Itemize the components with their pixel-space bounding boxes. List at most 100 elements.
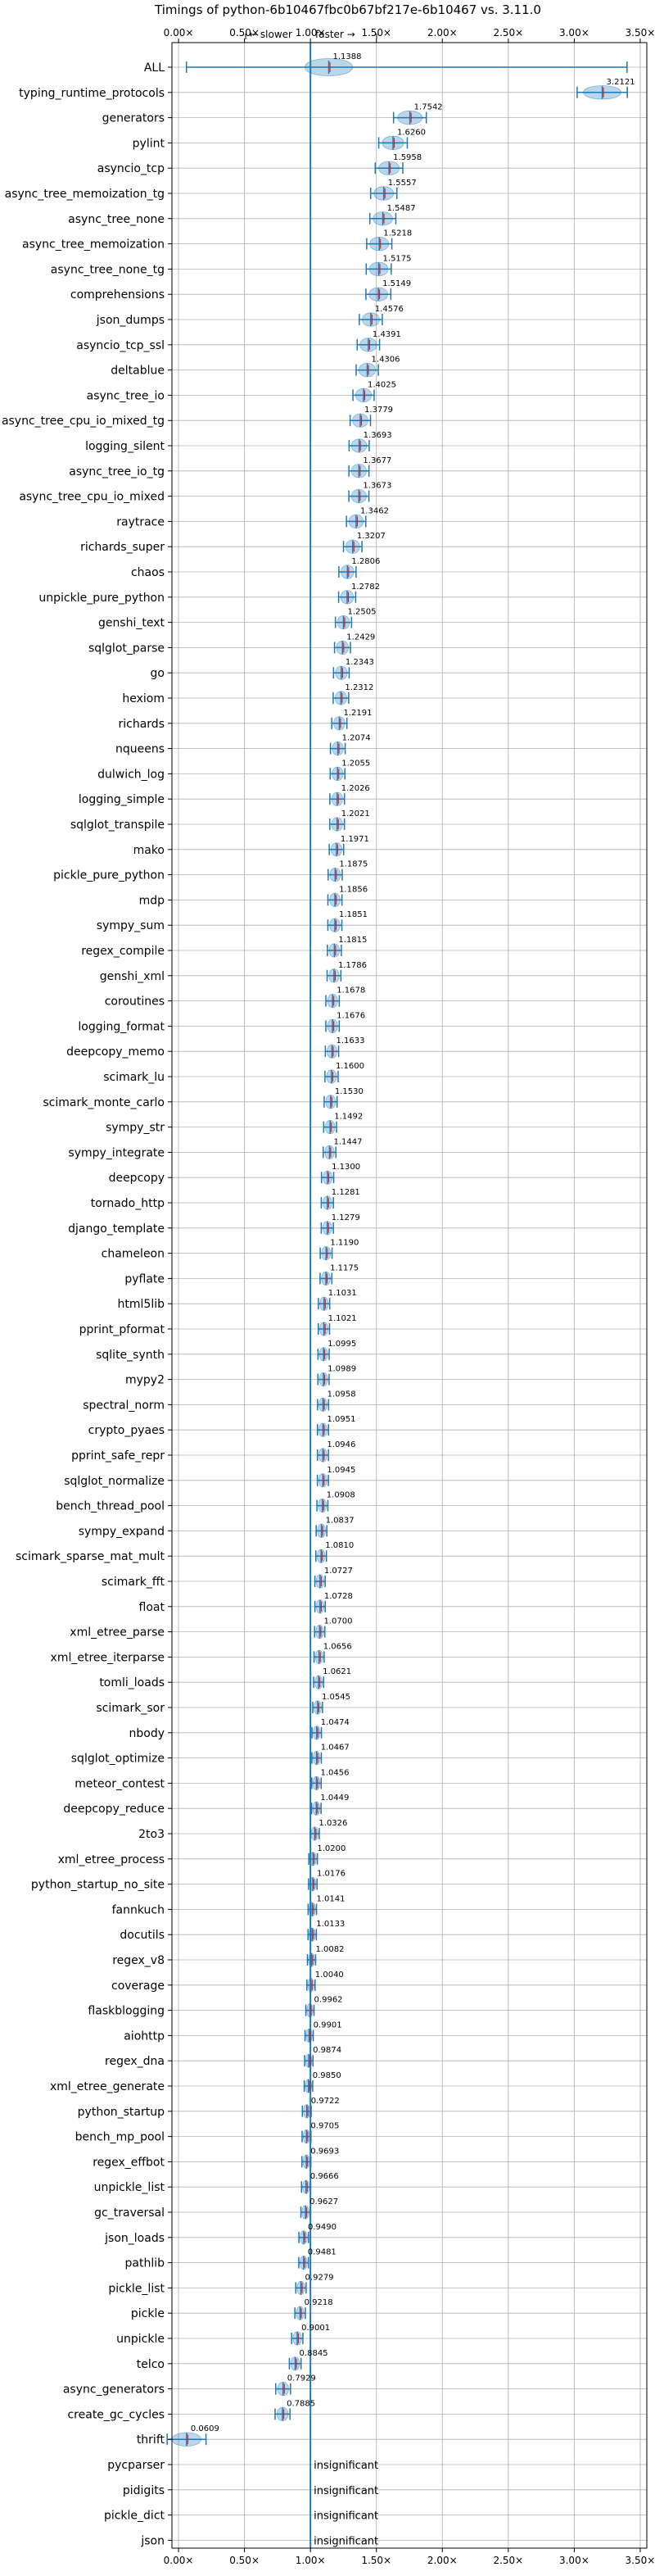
value-label: 1.1031 <box>328 1289 357 1298</box>
benchmark-label: unpickle_list <box>94 2181 165 2194</box>
x-tick-label-top: 0.00× <box>164 27 194 39</box>
benchmark-label: raytrace <box>116 515 165 528</box>
violin-mark <box>309 1826 320 1841</box>
violin-mark <box>365 287 392 302</box>
value-label: 1.1633 <box>336 1036 364 1045</box>
violin-mark <box>332 691 350 705</box>
value-label: 1.1815 <box>338 936 367 945</box>
value-label: 0.9279 <box>305 2273 334 2282</box>
benchmark-label: mako <box>133 844 165 857</box>
benchmark-label: xml_etree_parse <box>70 1626 165 1639</box>
benchmark-label: mdp <box>139 894 165 907</box>
benchmark-label: fannkuch <box>112 1903 165 1916</box>
violin-mark <box>331 716 348 731</box>
value-label: 1.0133 <box>316 1920 345 1929</box>
violin-mark <box>318 1296 331 1311</box>
x-tick-label-top: 2.00× <box>427 27 458 39</box>
value-label: 1.1447 <box>333 1137 362 1146</box>
benchmark-label: django_template <box>68 1222 165 1236</box>
violin-mark <box>298 2256 309 2270</box>
benchmark-label: chaos <box>131 566 165 579</box>
benchmark-label: async_tree_memoization_tg <box>5 188 165 201</box>
violin-mark <box>301 2104 312 2119</box>
benchmark-label: unpickle_pure_python <box>38 592 165 605</box>
benchmark-label: regex_dna <box>105 2055 165 2068</box>
value-label: 1.1388 <box>333 52 362 61</box>
value-label: 0.9850 <box>313 2071 341 2080</box>
value-label: 1.0951 <box>327 1415 355 1424</box>
value-label: 1.1971 <box>341 835 369 844</box>
violin-mark <box>306 1978 316 1993</box>
value-label: 1.1875 <box>339 860 368 869</box>
violin-mark <box>326 968 342 983</box>
benchmark-label: logging_silent <box>85 440 165 453</box>
violin-mark <box>323 1095 338 1109</box>
violin-mark <box>374 161 404 175</box>
x-tick-label-bottom: 1.00× <box>296 2555 326 2566</box>
value-label: 1.0700 <box>323 1617 352 1626</box>
value-label: 1.0040 <box>315 1971 344 1980</box>
value-label: 1.0945 <box>327 1466 355 1475</box>
value-label: 1.0810 <box>325 1541 354 1550</box>
violin-mark <box>291 2331 304 2346</box>
benchmark-label: chameleon <box>102 1248 165 1261</box>
violin-mark <box>311 1776 323 1790</box>
value-label: 1.0995 <box>328 1340 356 1349</box>
value-label: 1.0474 <box>321 1718 350 1727</box>
benchmark-label: unpickle <box>116 2333 165 2346</box>
benchmark-label: deepcopy_reduce <box>63 1803 165 1816</box>
insignificant-label: insignificant <box>314 2535 378 2547</box>
violin-mark <box>308 1852 318 1866</box>
value-label: 1.1190 <box>330 1239 359 1248</box>
insignificant-label: insignificant <box>314 2510 378 2523</box>
value-label: 1.1786 <box>338 961 367 970</box>
benchmark-label: tomli_loads <box>99 1676 165 1689</box>
value-label: 1.5958 <box>393 153 422 162</box>
benchmark-label: json_dumps <box>96 314 165 327</box>
value-label: 0.9874 <box>313 2046 341 2055</box>
violin-mark <box>300 2205 311 2220</box>
benchmark-label: regex_v8 <box>112 1954 165 1967</box>
benchmark-label: logging_format <box>78 1020 165 1033</box>
value-label: 1.0456 <box>321 1768 350 1777</box>
benchmark-label: xml_etree_iterparse <box>51 1651 165 1664</box>
value-label: 1.4306 <box>372 356 400 365</box>
benchmark-label: deepcopy_memo <box>66 1045 165 1059</box>
x-tick-label-bottom: 3.00× <box>559 2555 590 2566</box>
violin-mark <box>348 438 370 453</box>
value-label: 1.1676 <box>337 1011 365 1020</box>
violin-mark <box>317 1347 330 1362</box>
violin-mark <box>294 2306 306 2320</box>
violin-mark <box>349 413 372 428</box>
value-label: 1.1300 <box>332 1163 360 1172</box>
benchmark-label: asyncio_tcp_ssl <box>76 339 165 352</box>
benchmark-label: typing_runtime_protocols <box>19 87 165 100</box>
benchmark-label: asyncio_tcp <box>97 162 165 175</box>
value-label: 0.7929 <box>287 2374 316 2383</box>
value-label: 3.2121 <box>607 78 635 87</box>
violin-mark <box>322 1145 337 1159</box>
benchmark-label: async_tree_none <box>68 213 165 226</box>
violin-mark <box>275 2382 291 2397</box>
violin-mark <box>327 943 342 958</box>
benchmark-label: pathlib <box>125 2257 165 2270</box>
value-label: 1.0449 <box>320 1794 349 1803</box>
violin-mark <box>307 1902 318 1916</box>
value-label: 1.0656 <box>323 1642 352 1651</box>
violin-mark <box>329 817 346 832</box>
benchmark-label: sympy_integrate <box>68 1146 165 1159</box>
violin-mark <box>314 1599 326 1614</box>
benchmark-label: spectral_norm <box>83 1399 165 1412</box>
benchmark-label: coverage <box>111 1980 165 1993</box>
benchmark-label: hexiom <box>122 692 165 705</box>
benchmark-label: genshi_text <box>98 617 165 630</box>
value-label: 0.9218 <box>305 2298 333 2307</box>
violin-mark <box>317 1322 331 1336</box>
violin-mark <box>329 766 346 781</box>
benchmark-label: html5lib <box>118 1298 165 1311</box>
benchmark-label: scimark_monte_carlo <box>43 1096 165 1109</box>
violin-mark <box>311 1726 323 1740</box>
value-label: 1.2021 <box>341 810 370 819</box>
benchmark-label: pycparser <box>107 2459 165 2472</box>
